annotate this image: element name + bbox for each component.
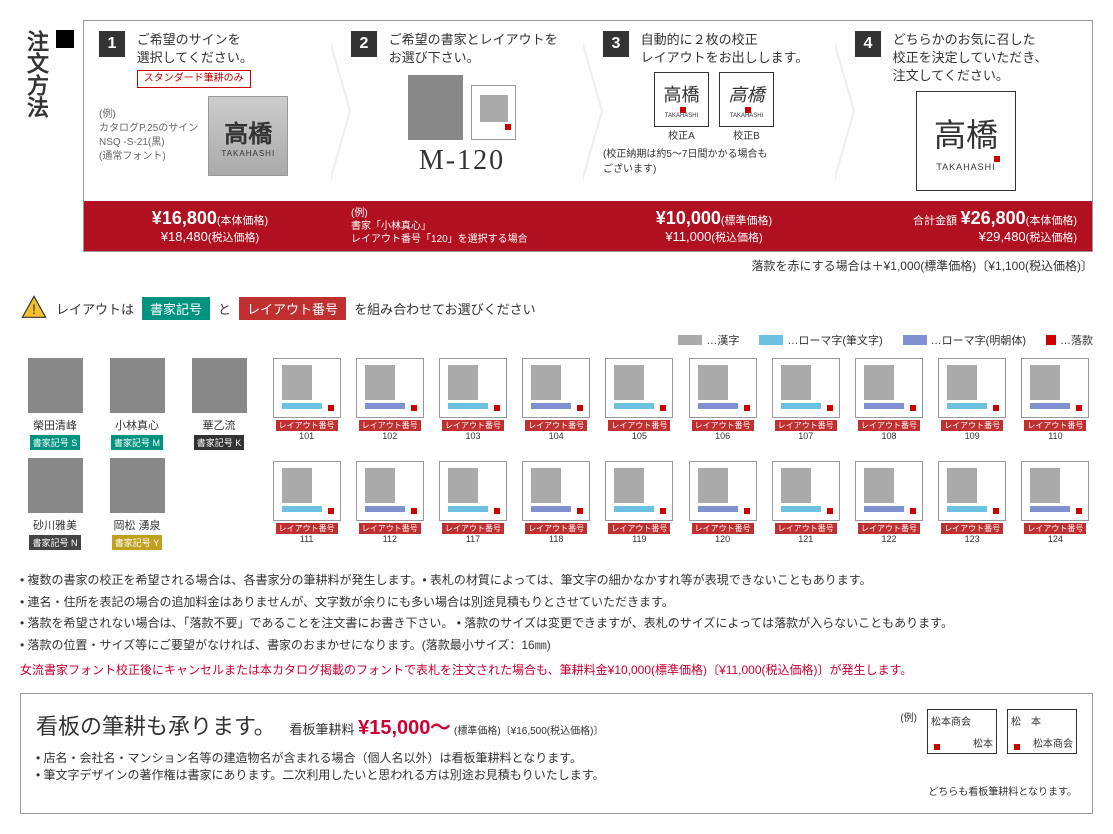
artist-card: 砂川雅美書家記号 N <box>20 458 90 550</box>
layout-card: レイアウト番号 112 <box>352 461 427 544</box>
artist-photo <box>28 358 83 413</box>
artist-card: 華乙流書家記号 K <box>184 358 254 450</box>
layout-card: レイアウト番号 111 <box>269 461 344 544</box>
cancellation-note: 女流書家フォント校正後にキャンセルまたは本カタログ掲載のフォントで表札を注文され… <box>20 661 1093 678</box>
legend: …漢字…ローマ字(筆文字)…ローマ字(明朝体)…落款 <box>20 332 1093 348</box>
step-3: 3 自動的に２枚の校正レイアウトをお出しします。 高橋TAKAHASHI校正A … <box>588 21 840 201</box>
layout-card: レイアウト番号 120 <box>685 461 760 544</box>
warning-icon: ! <box>20 294 48 322</box>
notes-list: 複数の書家の校正を希望される場合は、各書家分の筆耕料が発生します。• 表札の材質… <box>20 570 1093 656</box>
step-1: 1 ご希望のサインを選択してください。スタンダード筆耕のみ (例)カタログP.2… <box>84 21 336 201</box>
layouts-row-1: レイアウト番号 101レイアウト番号 102レイアウト番号 103レイアウト番号… <box>269 358 1093 441</box>
artist-photo <box>192 358 247 413</box>
layout-card: レイアウト番号 122 <box>851 461 926 544</box>
artist-code-badge: 書家記号 Y <box>112 535 163 550</box>
layout-card: レイアウト番号 124 <box>1018 461 1093 544</box>
artist-code-badge: 書家記号 M <box>111 435 163 450</box>
layout-card: レイアウト番号 118 <box>519 461 594 544</box>
combo-instruction: ! レイアウトは 書家記号 と レイアウト番号 を組み合わせてお選びください <box>20 294 1093 322</box>
step-2: 2 ご希望の書家とレイアウトをお選び下さい。 M-120 <box>336 21 588 201</box>
kanban-price: ¥15,000～ <box>358 717 450 739</box>
layout-card: レイアウト番号 101 <box>269 358 344 441</box>
tag-layout-num: レイアウト番号 <box>239 297 346 320</box>
sign-sample: 高橋TAKAHASHI <box>208 96 288 176</box>
rakkan-note: 落款を赤にする場合は＋¥1,000(標準価格)〔¥1,100(税込価格)〕 <box>20 257 1093 274</box>
artist-photo <box>28 458 83 513</box>
final-sample: 高橋TAKAHASHI <box>916 91 1016 191</box>
layout-card: レイアウト番号 108 <box>851 358 926 441</box>
artist-code-badge: 書家記号 S <box>30 435 81 450</box>
artist-card: 小林真心書家記号 M <box>102 358 172 450</box>
layout-card: レイアウト番号 123 <box>935 461 1010 544</box>
artist-photo <box>110 458 165 513</box>
layout-card: レイアウト番号 104 <box>519 358 594 441</box>
artist-code-badge: 書家記号 K <box>194 435 245 450</box>
layout-card: レイアウト番号 106 <box>685 358 760 441</box>
layout-card: レイアウト番号 121 <box>768 461 843 544</box>
svg-text:!: ! <box>32 301 36 317</box>
layout-card: レイアウト番号 117 <box>435 461 510 544</box>
layout-card: レイアウト番号 110 <box>1018 358 1093 441</box>
step-4: 4 どちらかのお気に召した校正を決定していただき、注文してください。 高橋TAK… <box>840 21 1092 201</box>
code-example: M-120 <box>351 145 573 177</box>
artist-card: 岡松 湧泉書家記号 Y <box>102 458 172 550</box>
layouts-row-2: レイアウト番号 111レイアウト番号 112レイアウト番号 117レイアウト番号… <box>269 461 1093 544</box>
layout-card: レイアウト番号 107 <box>768 358 843 441</box>
artist-code-badge: 書家記号 N <box>29 535 80 550</box>
artist-card: 榮田清峰書家記号 S <box>20 358 90 450</box>
kanban-section: (例) 松本商会松本 松 本松本商会 看板の筆耕も承ります。 看板筆耕料 ¥15… <box>20 693 1093 814</box>
artists-grid: 榮田清峰書家記号 S小林真心書家記号 M華乙流書家記号 K 砂川雅美書家記号 N岡… <box>20 358 254 550</box>
kanban-title: 看板の筆耕も承ります。 <box>36 714 276 739</box>
layout-card: レイアウト番号 105 <box>602 358 677 441</box>
layout-card: レイアウト番号 102 <box>352 358 427 441</box>
layout-placeholder <box>471 85 516 140</box>
layout-card: レイアウト番号 109 <box>935 358 1010 441</box>
tag-artist-code: 書家記号 <box>142 297 210 320</box>
layout-card: レイアウト番号 103 <box>435 358 510 441</box>
artist-photo-placeholder <box>408 75 463 140</box>
section-title: 注文方法 <box>20 20 83 252</box>
step-num: 1 <box>99 31 125 57</box>
price-bar: ¥16,800(本体価格) ¥18,480(税込価格) (例)書家「小林真心」レ… <box>84 201 1092 251</box>
layout-card: レイアウト番号 119 <box>602 461 677 544</box>
artist-photo <box>110 358 165 413</box>
badge-standard: スタンダード筆耕のみ <box>137 70 251 88</box>
